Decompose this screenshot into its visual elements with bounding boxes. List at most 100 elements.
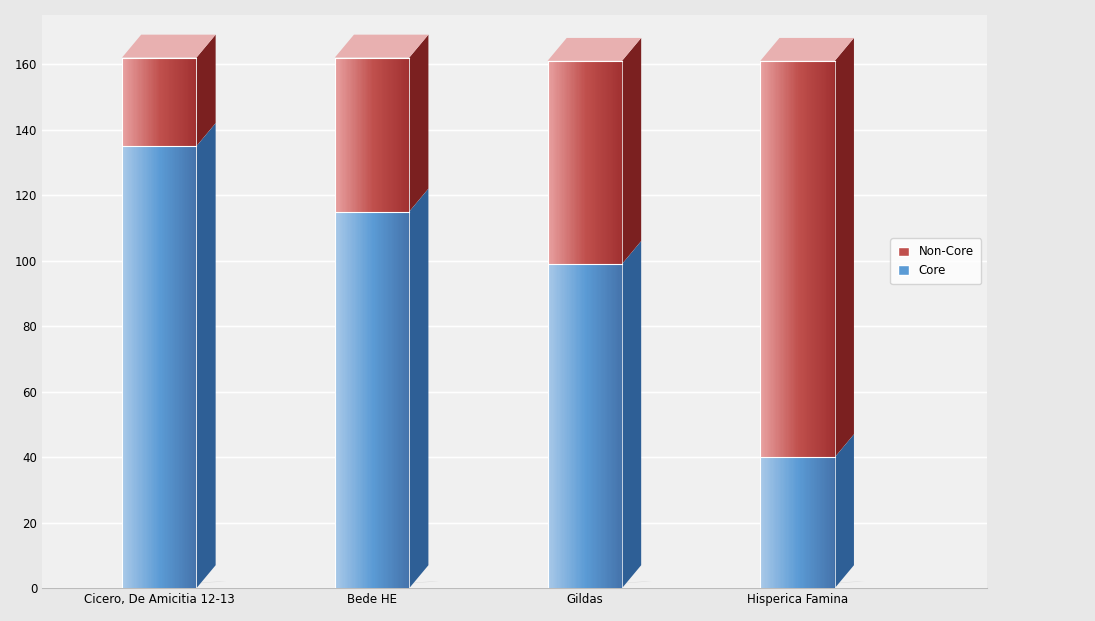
Polygon shape — [376, 58, 377, 212]
Polygon shape — [339, 212, 341, 588]
Polygon shape — [611, 264, 612, 588]
Polygon shape — [384, 58, 385, 212]
Polygon shape — [189, 58, 191, 146]
Polygon shape — [377, 58, 378, 212]
Polygon shape — [183, 58, 184, 146]
Polygon shape — [395, 58, 396, 212]
Polygon shape — [157, 58, 158, 146]
Polygon shape — [765, 457, 766, 588]
Polygon shape — [782, 61, 783, 457]
Polygon shape — [805, 61, 806, 457]
Polygon shape — [185, 146, 186, 588]
Polygon shape — [349, 58, 350, 212]
Polygon shape — [369, 212, 371, 588]
Polygon shape — [137, 58, 138, 146]
Polygon shape — [401, 212, 402, 588]
Polygon shape — [829, 457, 830, 588]
Polygon shape — [793, 61, 794, 457]
Polygon shape — [774, 61, 775, 457]
Polygon shape — [336, 212, 337, 588]
Polygon shape — [612, 61, 613, 264]
Polygon shape — [380, 212, 381, 588]
Polygon shape — [404, 58, 405, 212]
Polygon shape — [578, 264, 580, 588]
Polygon shape — [595, 61, 596, 264]
Polygon shape — [585, 61, 586, 264]
Polygon shape — [136, 146, 137, 588]
Polygon shape — [760, 457, 761, 588]
Polygon shape — [819, 61, 820, 457]
Polygon shape — [816, 457, 818, 588]
Polygon shape — [814, 61, 815, 457]
Polygon shape — [564, 264, 565, 588]
Polygon shape — [613, 61, 614, 264]
Polygon shape — [126, 58, 127, 146]
Polygon shape — [775, 457, 776, 588]
Polygon shape — [826, 61, 828, 457]
Polygon shape — [378, 58, 380, 212]
Polygon shape — [146, 146, 147, 588]
Polygon shape — [134, 58, 135, 146]
Polygon shape — [359, 58, 361, 212]
Polygon shape — [125, 58, 126, 146]
Polygon shape — [396, 58, 399, 212]
Polygon shape — [349, 212, 350, 588]
Polygon shape — [405, 58, 406, 212]
Polygon shape — [584, 264, 585, 588]
Polygon shape — [615, 264, 618, 588]
Polygon shape — [163, 58, 164, 146]
Polygon shape — [122, 123, 216, 146]
Polygon shape — [396, 212, 399, 588]
Polygon shape — [403, 212, 404, 588]
Polygon shape — [401, 58, 402, 212]
Polygon shape — [556, 61, 557, 264]
Polygon shape — [592, 264, 593, 588]
Polygon shape — [784, 61, 785, 457]
Polygon shape — [573, 264, 574, 588]
Polygon shape — [766, 581, 865, 588]
Polygon shape — [355, 212, 356, 588]
Polygon shape — [372, 212, 373, 588]
Polygon shape — [358, 58, 359, 212]
Polygon shape — [393, 212, 394, 588]
Polygon shape — [338, 212, 339, 588]
Polygon shape — [181, 58, 182, 146]
Polygon shape — [136, 58, 137, 146]
Polygon shape — [772, 457, 773, 588]
Polygon shape — [385, 58, 387, 212]
Polygon shape — [803, 457, 804, 588]
Polygon shape — [337, 212, 338, 588]
Polygon shape — [830, 61, 831, 457]
Polygon shape — [770, 457, 772, 588]
Polygon shape — [192, 58, 193, 146]
Polygon shape — [175, 58, 176, 146]
Polygon shape — [128, 58, 129, 146]
Polygon shape — [176, 58, 177, 146]
Polygon shape — [142, 146, 143, 588]
Polygon shape — [162, 146, 163, 588]
Polygon shape — [562, 264, 563, 588]
Polygon shape — [810, 61, 811, 457]
Polygon shape — [586, 61, 587, 264]
Polygon shape — [195, 146, 196, 588]
Polygon shape — [380, 58, 381, 212]
Polygon shape — [358, 212, 359, 588]
Polygon shape — [402, 58, 403, 212]
Polygon shape — [829, 61, 830, 457]
Polygon shape — [792, 457, 793, 588]
Polygon shape — [776, 61, 777, 457]
Polygon shape — [343, 58, 344, 212]
Polygon shape — [336, 58, 337, 212]
Polygon shape — [818, 61, 819, 457]
Polygon shape — [345, 58, 346, 212]
Polygon shape — [818, 457, 819, 588]
Polygon shape — [599, 264, 600, 588]
Polygon shape — [184, 146, 185, 588]
Polygon shape — [122, 146, 124, 588]
Polygon shape — [406, 212, 408, 588]
Polygon shape — [548, 241, 642, 264]
Polygon shape — [151, 58, 152, 146]
Polygon shape — [583, 61, 584, 264]
Polygon shape — [823, 61, 825, 457]
Polygon shape — [367, 58, 368, 212]
